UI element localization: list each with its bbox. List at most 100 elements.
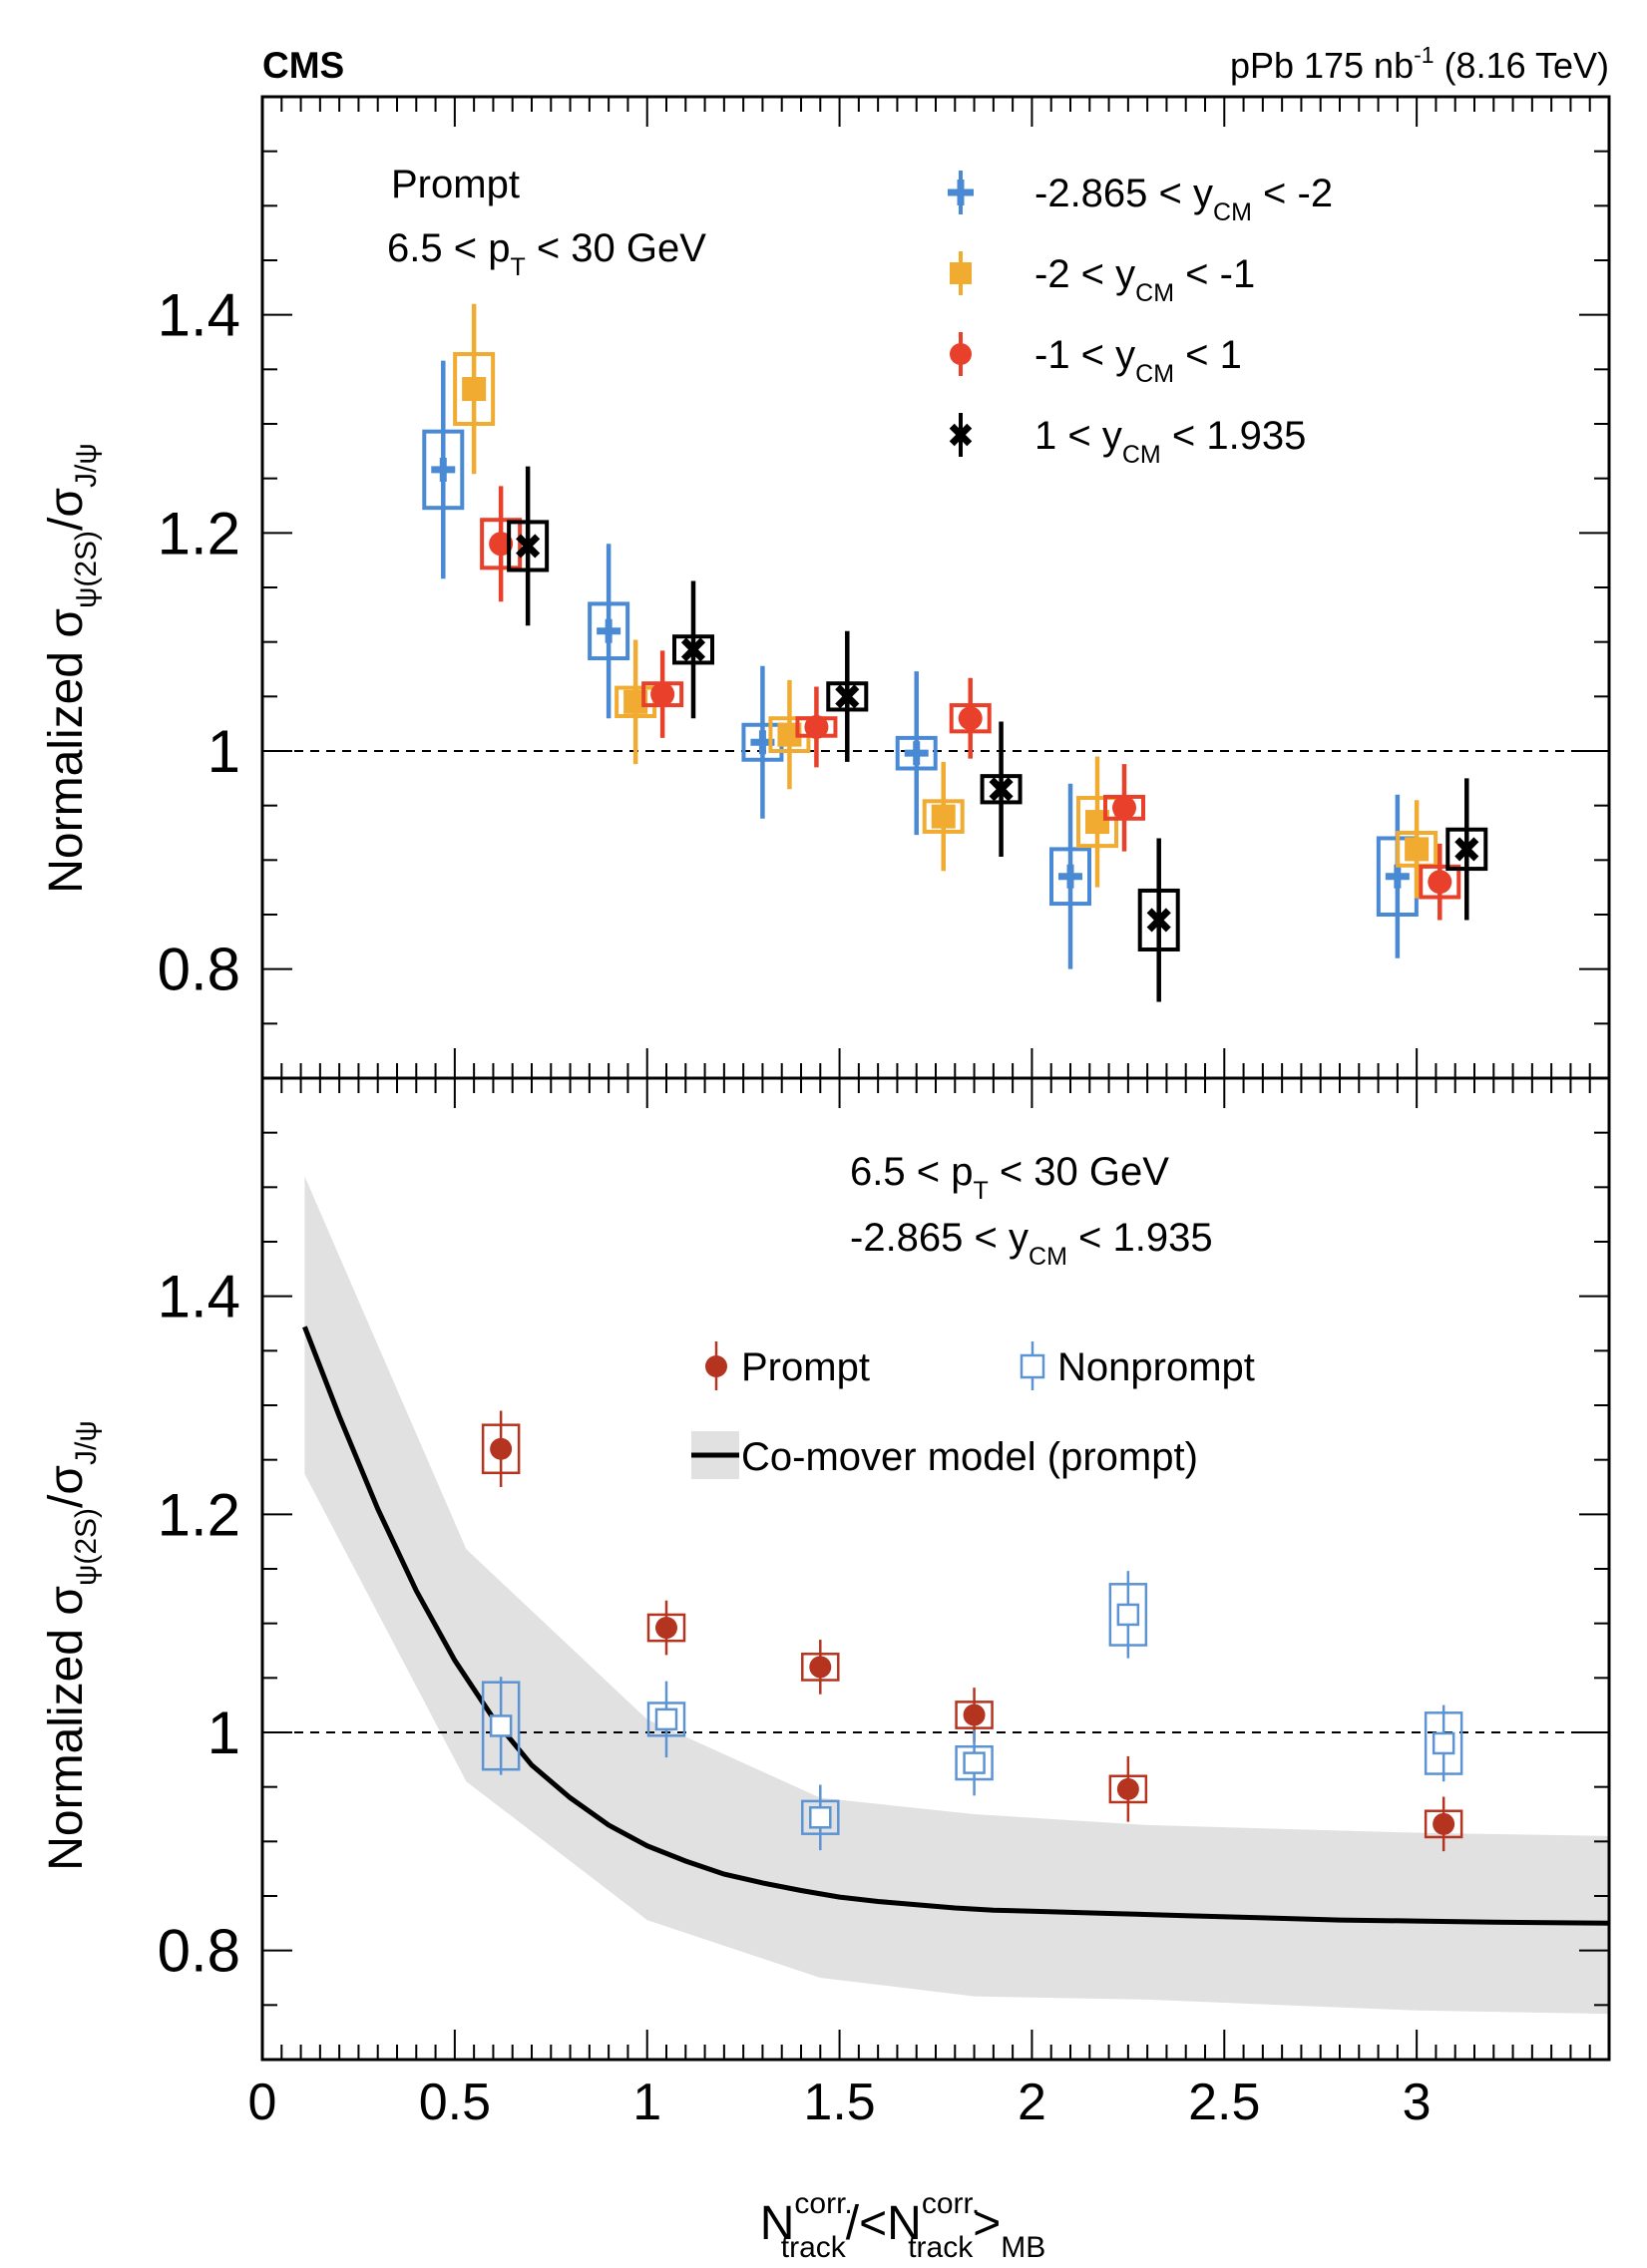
top-series-0-point-4-marker bbox=[1058, 864, 1082, 889]
ylabel-bottom-mid: /σ bbox=[40, 1465, 93, 1508]
ylabel-top-mid: /σ bbox=[40, 488, 93, 531]
top-series-0-point-5-marker bbox=[1385, 864, 1410, 889]
top-legend: -2.865 < yCM < -2-2 < yCM < -1-1 < yCM <… bbox=[948, 171, 1333, 469]
luminosity-label: pPb 175 nb-1 (8.16 TeV) bbox=[1230, 42, 1609, 86]
top-series-2-point-5-marker bbox=[1428, 870, 1452, 895]
top-legend-3-marker-d2 bbox=[949, 423, 973, 447]
top-series-0-point-0-marker bbox=[431, 457, 456, 482]
top-annotation-1-part-0: 6.5 < p bbox=[387, 226, 510, 270]
top-legend-2-label-part-1: CM bbox=[1135, 360, 1174, 388]
xlabel-c-sub: MB bbox=[1001, 2231, 1045, 2264]
bottom-frame bbox=[260, 1076, 1611, 2062]
top-legend-1-label-part-0: -2 < y bbox=[1034, 252, 1135, 296]
xlabel-mid: /<N bbox=[846, 2197, 922, 2250]
top-series-0-point-1-marker bbox=[597, 618, 621, 643]
lumi-post: (8.16 TeV) bbox=[1435, 45, 1609, 86]
top-series-3-point-1-marker-d2 bbox=[680, 637, 706, 662]
top-series-3-point-2-marker bbox=[835, 684, 860, 709]
top-series-3-point-4-marker-d2 bbox=[1146, 908, 1171, 933]
bottom-annotation-1: -2.865 < yCM < 1.935 bbox=[850, 1216, 1213, 1271]
top-legend-0-label-part-1: CM bbox=[1213, 198, 1252, 226]
bottom-annotation-1-part-2: < 1.935 bbox=[1067, 1216, 1213, 1260]
top-legend-3-label-part-2: < 1.935 bbox=[1161, 414, 1307, 458]
bottom-series-1-point-3-marker bbox=[963, 1751, 986, 1774]
top-legend-0-marker bbox=[948, 180, 974, 205]
bottom-legend-0-marker bbox=[705, 1355, 727, 1377]
bottom-series-0-point-3-marker bbox=[963, 1703, 986, 1726]
bottom-series-0-point-5-marker bbox=[1433, 1812, 1455, 1835]
y-axis-label-top: Normalized σψ(2S)/σJ/ψ bbox=[40, 443, 103, 893]
bottom-annotation-0: 6.5 < pT < 30 GeV bbox=[850, 1150, 1169, 1205]
xlabel-b-sup: corr. bbox=[922, 2187, 980, 2220]
top-series-3 bbox=[507, 466, 1488, 1002]
x-tick-label-6: 3 bbox=[1403, 2074, 1432, 2131]
top-series-3-point-4-marker bbox=[1146, 908, 1171, 933]
bottom-series-0-point-0-marker bbox=[490, 1437, 513, 1460]
x-tick-label-5: 2.5 bbox=[1188, 2074, 1260, 2131]
top-series-2-point-3-marker bbox=[958, 706, 983, 731]
bottom-annotation-0-part-2: < 30 GeV bbox=[989, 1150, 1170, 1194]
bottom-ytick-label-1: 1 bbox=[207, 1700, 240, 1766]
top-legend-2-label-part-0: -1 < y bbox=[1034, 333, 1135, 377]
bottom-legend-2-label: Co-mover model (prompt) bbox=[741, 1435, 1198, 1479]
top-legend-1-marker bbox=[950, 262, 972, 284]
top-legend-3-marker bbox=[949, 423, 973, 447]
bottom-ytick-label-0: 0.8 bbox=[158, 1918, 240, 1985]
top-legend-3-label: 1 < yCM < 1.935 bbox=[1034, 414, 1306, 469]
xlabel-a-sub: track bbox=[781, 2231, 847, 2264]
top-series-3-point-3-marker-d2 bbox=[989, 777, 1014, 802]
x-tick-labels: 0 0.5 1 1.5 2 2.5 3 bbox=[248, 2074, 1432, 2131]
top-legend-2-marker bbox=[950, 343, 972, 365]
y-axis-label-bottom: Normalized σψ(2S)/σJ/ψ bbox=[40, 1420, 103, 1870]
ylabel-bottom-pre: Normalized σ bbox=[40, 1586, 93, 1871]
lumi-sup: -1 bbox=[1414, 42, 1434, 68]
top-legend-2-label-part-2: < 1 bbox=[1174, 333, 1242, 377]
top-series-3-point-0-marker bbox=[516, 534, 541, 559]
top-legend-1-label-part-2: < -1 bbox=[1174, 252, 1255, 296]
bottom-legend-1-marker bbox=[1020, 1353, 1045, 1379]
bottom-annotation-0-part-0: 6.5 < p bbox=[850, 1150, 973, 1194]
panel-bottom: 0.8 1 1.2 1.4 6.5 < pT < 30 GeV -2.865 < yCM … bbox=[158, 1076, 1611, 2062]
top-legend-0-label-part-2: < -2 bbox=[1252, 172, 1333, 215]
top-legend-1-label: -2 < yCM < -1 bbox=[1034, 252, 1255, 307]
lumi-pre: pPb 175 nb bbox=[1230, 45, 1414, 86]
top-annotation-1: 6.5 < pT < 30 GeV bbox=[387, 226, 706, 281]
bottom-series-0 bbox=[481, 1410, 1463, 1852]
xlabel-b-sub: track bbox=[908, 2231, 974, 2264]
top-legend-1-label-part-1: CM bbox=[1135, 279, 1174, 307]
top-series-3-point-0-marker-d2 bbox=[516, 534, 541, 559]
top-series-1-point-0-marker bbox=[462, 377, 487, 402]
ylabel-top-sub1: ψ(2S) bbox=[70, 531, 103, 608]
top-series-3-point-5-marker bbox=[1454, 837, 1479, 862]
top-series-3-point-2-marker-d2 bbox=[835, 684, 860, 709]
xlabel-a-sup: corr. bbox=[794, 2187, 852, 2220]
top-ytick-label-1: 1 bbox=[207, 718, 240, 785]
top-series-2-point-1-marker bbox=[650, 682, 675, 707]
top-annotation-0-part-0: Prompt bbox=[391, 163, 520, 206]
x-tick-label-3: 1.5 bbox=[803, 2074, 875, 2131]
bottom-legend-0-label: Prompt bbox=[741, 1345, 870, 1389]
top-series-3-point-1-marker bbox=[680, 637, 706, 662]
top-legend-0-label: -2.865 < yCM < -2 bbox=[1034, 172, 1333, 226]
bottom-series-1-point-1-marker bbox=[654, 1707, 678, 1731]
experiment-label: CMS bbox=[262, 45, 344, 86]
bottom-series-1 bbox=[481, 1571, 1463, 1851]
bottom-series-1-point-5-marker bbox=[1432, 1731, 1455, 1755]
top-series-2-point-2-marker bbox=[804, 714, 829, 739]
top-annotation-1-part-2: < 30 GeV bbox=[526, 226, 707, 270]
top-legend-3-label-part-0: 1 < y bbox=[1034, 414, 1122, 458]
top-series-2-point-0-marker bbox=[489, 532, 514, 557]
top-series-2 bbox=[480, 486, 1461, 921]
bottom-ytick-label-3: 1.4 bbox=[158, 1264, 240, 1330]
top-legend-3-label-part-1: CM bbox=[1122, 441, 1161, 469]
ylabel-bottom-sub1: ψ(2S) bbox=[70, 1508, 103, 1586]
x-axis-label: Ncorr. track/<Ncorr. track>MB bbox=[760, 2187, 1045, 2264]
top-legend-2-label: -1 < yCM < 1 bbox=[1034, 333, 1242, 388]
top-series-1-point-3-marker bbox=[931, 804, 956, 829]
top-series-2-point-4-marker bbox=[1112, 795, 1136, 820]
bottom-series-1-point-2-marker bbox=[809, 1806, 832, 1829]
ylabel-top-sub2: J/ψ bbox=[70, 443, 103, 488]
top-series-1 bbox=[453, 303, 1439, 899]
bottom-series-1-point-0-marker bbox=[489, 1714, 513, 1737]
